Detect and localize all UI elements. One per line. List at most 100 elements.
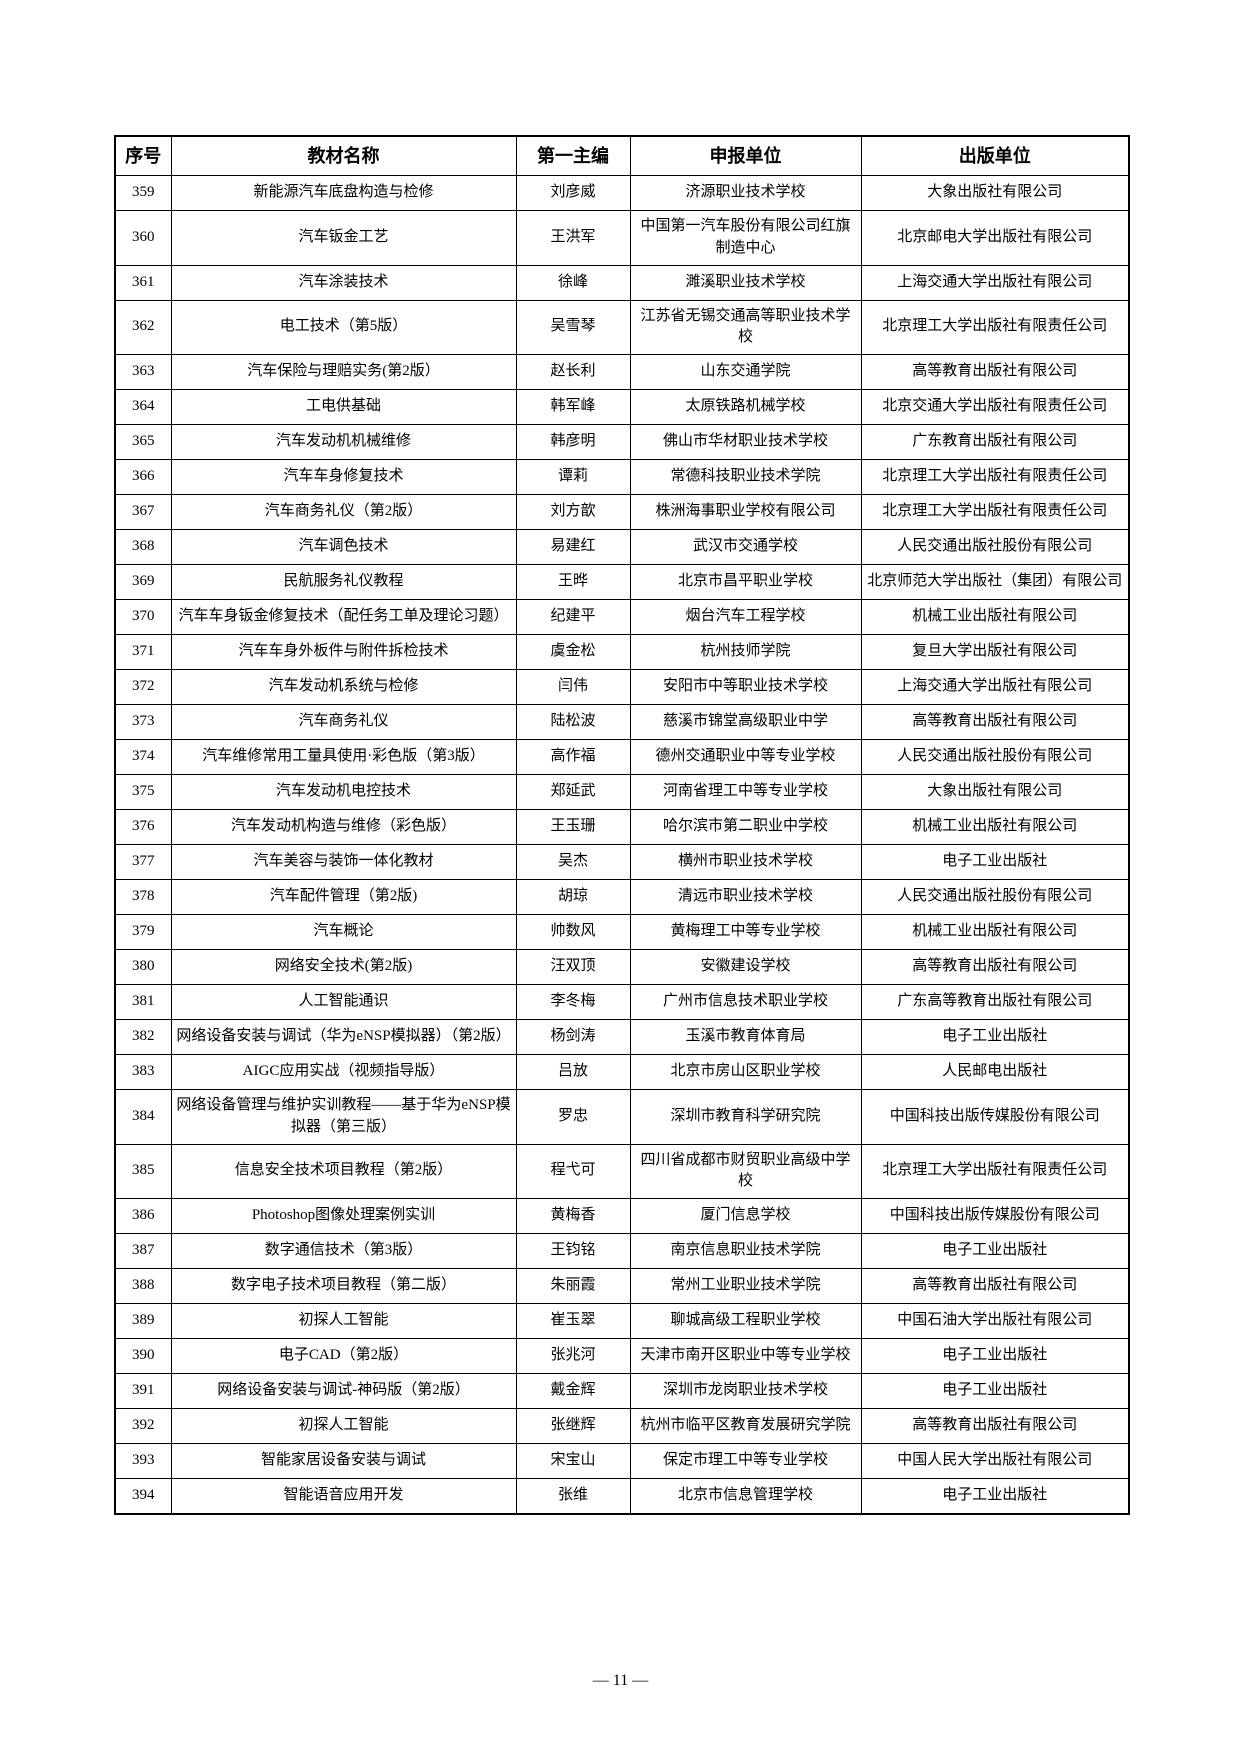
cell-editor: 汪双顶: [515, 949, 631, 986]
cell-title: 初探人工智能: [170, 1408, 517, 1445]
cell-applicant: 厦门信息学校: [629, 1198, 862, 1235]
cell-applicant: 太原铁路机械学校: [629, 389, 862, 426]
cell-title: 网络设备管理与维护实训教程——基于华为eNSP模拟器（第三版）: [170, 1089, 517, 1145]
cell-editor: 徐峰: [515, 264, 631, 301]
page-number: — 11 —: [592, 1672, 649, 1689]
textbook-table-container: 序号 教材名称 第一主编 申报单位 出版单位 359 新能源汽车底盘构造与检修 …: [114, 135, 1130, 1516]
cell-no: 394: [114, 1478, 172, 1515]
cell-editor: 李冬梅: [515, 984, 631, 1021]
cell-title: AIGC应用实战（视频指导版）: [170, 1054, 517, 1091]
table-row: 369 民航服务礼仪教程 王晔 北京市昌平职业学校 北京师范大学出版社（集团）有…: [114, 564, 1130, 601]
column-header-editor: 第一主编: [515, 135, 631, 177]
table-row: 392 初探人工智能 张继辉 杭州市临平区教育发展研究学院 高等教育出版社有限公…: [114, 1408, 1130, 1445]
table-row: 379 汽车概论 帅数风 黄梅理工中等专业学校 机械工业出版社有限公司: [114, 914, 1130, 951]
cell-editor: 王钧铭: [515, 1233, 631, 1270]
table-row: 376 汽车发动机构造与维修（彩色版） 王玉珊 哈尔滨市第二职业中学校 机械工业…: [114, 809, 1130, 846]
cell-title: 汽车车身外板件与附件拆检技术: [170, 634, 517, 671]
table-row: 386 Photoshop图像处理案例实训 黄梅香 厦门信息学校 中国科技出版传…: [114, 1198, 1130, 1235]
cell-applicant: 濉溪职业技术学校: [629, 264, 862, 301]
cell-applicant: 中国第一汽车股份有限公司红旗制造中心: [629, 210, 862, 266]
cell-editor: 王玉珊: [515, 809, 631, 846]
table-row: 365 汽车发动机机械维修 韩彦明 佛山市华材职业技术学校 广东教育出版社有限公…: [114, 424, 1130, 461]
cell-publisher: 北京理工大学出版社有限责任公司: [860, 459, 1130, 496]
table-row: 384 网络设备管理与维护实训教程——基于华为eNSP模拟器（第三版） 罗忠 深…: [114, 1089, 1130, 1145]
cell-editor: 韩彦明: [515, 424, 631, 461]
cell-title: 信息安全技术项目教程（第2版）: [170, 1143, 517, 1200]
cell-applicant: 哈尔滨市第二职业中学校: [629, 809, 862, 846]
cell-applicant: 德州交通职业中等专业学校: [629, 739, 862, 776]
cell-no: 391: [114, 1373, 172, 1410]
cell-editor: 纪建平: [515, 599, 631, 636]
cell-title: 新能源汽车底盘构造与检修: [170, 175, 517, 212]
cell-applicant: 烟台汽车工程学校: [629, 599, 862, 636]
table-row: 374 汽车维修常用工量具使用·彩色版（第3版） 高作福 德州交通职业中等专业学…: [114, 739, 1130, 776]
cell-applicant: 株洲海事职业学校有限公司: [629, 494, 862, 531]
cell-publisher: 机械工业出版社有限公司: [860, 809, 1130, 846]
cell-applicant: 北京市信息管理学校: [629, 1478, 862, 1515]
cell-publisher: 人民交通出版社股份有限公司: [860, 529, 1130, 566]
cell-title: 汽车维修常用工量具使用·彩色版（第3版）: [170, 739, 517, 776]
cell-publisher: 复旦大学出版社有限公司: [860, 634, 1130, 671]
cell-no: 371: [114, 634, 172, 671]
cell-applicant: 玉溪市教育体育局: [629, 1019, 862, 1056]
cell-no: 377: [114, 844, 172, 881]
column-header-title: 教材名称: [170, 135, 517, 177]
cell-applicant: 聊城高级工程职业学校: [629, 1303, 862, 1340]
cell-title: 汽车涂装技术: [170, 264, 517, 301]
cell-editor: 王洪军: [515, 210, 631, 266]
cell-title: 电子CAD（第2版）: [170, 1338, 517, 1375]
cell-publisher: 电子工业出版社: [860, 844, 1130, 881]
cell-title: 汽车商务礼仪（第2版）: [170, 494, 517, 531]
cell-publisher: 广东高等教育出版社有限公司: [860, 984, 1130, 1021]
cell-publisher: 高等教育出版社有限公司: [860, 704, 1130, 741]
cell-no: 385: [114, 1143, 172, 1200]
cell-applicant: 北京市房山区职业学校: [629, 1054, 862, 1091]
cell-title: 汽车发动机机械维修: [170, 424, 517, 461]
cell-applicant: 武汉市交通学校: [629, 529, 862, 566]
cell-applicant: 河南省理工中等专业学校: [629, 774, 862, 811]
cell-applicant: 济源职业技术学校: [629, 175, 862, 212]
cell-title: 智能家居设备安装与调试: [170, 1443, 517, 1480]
cell-editor: 黄梅香: [515, 1198, 631, 1235]
cell-title: 汽车美容与装饰一体化教材: [170, 844, 517, 881]
cell-applicant: 黄梅理工中等专业学校: [629, 914, 862, 951]
cell-applicant: 慈溪市锦堂高级职业中学: [629, 704, 862, 741]
cell-no: 364: [114, 389, 172, 426]
cell-publisher: 中国科技出版传媒股份有限公司: [860, 1198, 1130, 1235]
cell-publisher: 中国人民大学出版社有限公司: [860, 1443, 1130, 1480]
cell-no: 369: [114, 564, 172, 601]
cell-publisher: 人民邮电出版社: [860, 1054, 1130, 1091]
cell-no: 383: [114, 1054, 172, 1091]
column-header-publisher: 出版单位: [860, 135, 1130, 177]
cell-applicant: 杭州技师学院: [629, 634, 862, 671]
cell-publisher: 人民交通出版社股份有限公司: [860, 879, 1130, 916]
cell-title: 汽车发动机系统与检修: [170, 669, 517, 706]
cell-no: 376: [114, 809, 172, 846]
cell-no: 387: [114, 1233, 172, 1270]
cell-applicant: 横州市职业技术学校: [629, 844, 862, 881]
cell-no: 368: [114, 529, 172, 566]
cell-title: 网络设备安装与调试-神码版（第2版）: [170, 1373, 517, 1410]
cell-applicant: 南京信息职业技术学院: [629, 1233, 862, 1270]
cell-title: 初探人工智能: [170, 1303, 517, 1340]
table-row: 368 汽车调色技术 易建红 武汉市交通学校 人民交通出版社股份有限公司: [114, 529, 1130, 566]
cell-no: 365: [114, 424, 172, 461]
cell-applicant: 深圳市教育科学研究院: [629, 1089, 862, 1145]
cell-applicant: 北京市昌平职业学校: [629, 564, 862, 601]
cell-editor: 郑延武: [515, 774, 631, 811]
cell-no: 359: [114, 175, 172, 212]
cell-publisher: 人民交通出版社股份有限公司: [860, 739, 1130, 776]
table-row: 362 电工技术（第5版） 吴雪琴 江苏省无锡交通高等职业技术学校 北京理工大学…: [114, 299, 1130, 356]
cell-editor: 崔玉翠: [515, 1303, 631, 1340]
cell-applicant: 安徽建设学校: [629, 949, 862, 986]
cell-no: 373: [114, 704, 172, 741]
cell-publisher: 电子工业出版社: [860, 1233, 1130, 1270]
cell-publisher: 上海交通大学出版社有限公司: [860, 264, 1130, 301]
cell-no: 378: [114, 879, 172, 916]
cell-title: Photoshop图像处理案例实训: [170, 1198, 517, 1235]
cell-no: 360: [114, 210, 172, 266]
cell-editor: 吴雪琴: [515, 299, 631, 356]
cell-publisher: 北京交通大学出版社有限责任公司: [860, 389, 1130, 426]
cell-title: 数字电子技术项目教程（第二版）: [170, 1268, 517, 1305]
table-row: 361 汽车涂装技术 徐峰 濉溪职业技术学校 上海交通大学出版社有限公司: [114, 264, 1130, 301]
